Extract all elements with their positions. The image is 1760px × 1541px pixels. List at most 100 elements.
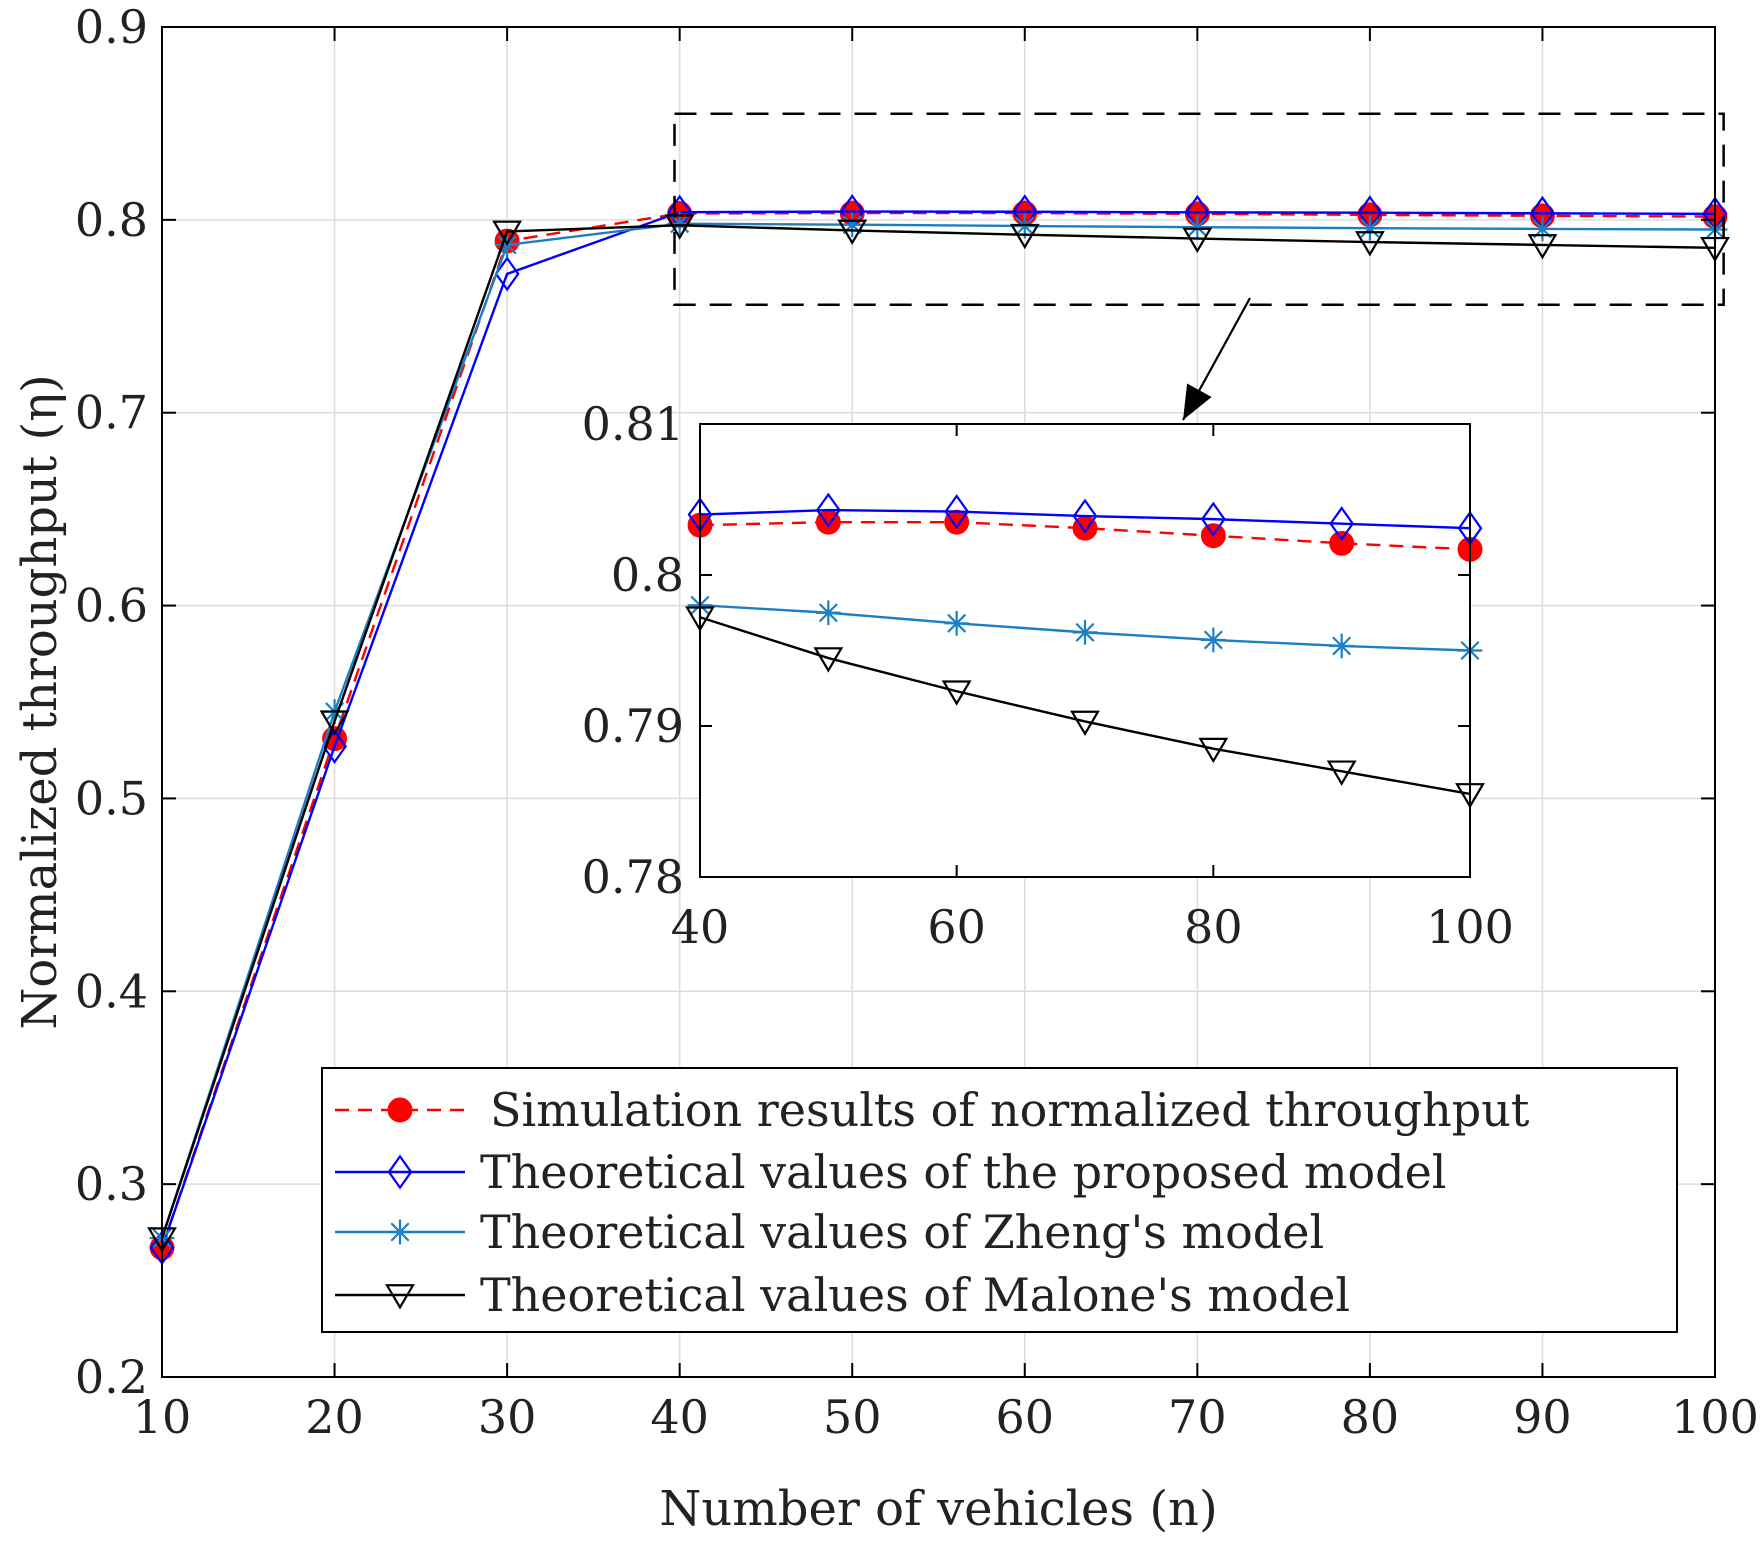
inset-x-tick-label: 40 bbox=[671, 900, 730, 954]
x-tick-labels: 10 20 30 40 50 60 70 80 90 100 bbox=[133, 1390, 1759, 1444]
series-layer bbox=[147, 194, 1730, 1266]
inset-chart: 40 60 80 100 0.78 0.79 0.8 0.81 bbox=[582, 397, 1514, 954]
x-axis-label: Number of vehicles (n) bbox=[659, 1481, 1217, 1537]
legend-label: Simulation results of normalized through… bbox=[490, 1083, 1530, 1137]
x-tick-label: 40 bbox=[650, 1390, 709, 1444]
y-tick-label: 0.7 bbox=[75, 386, 148, 440]
data-point bbox=[815, 600, 841, 626]
inset-y-tick-labels: 0.78 0.79 0.8 0.81 bbox=[582, 397, 684, 904]
series-1 bbox=[149, 194, 1728, 1266]
inset-y-tick-label: 0.78 bbox=[582, 850, 684, 904]
inset-x-tick-label: 100 bbox=[1426, 900, 1514, 954]
inset-x-tick-label: 60 bbox=[927, 900, 986, 954]
data-point bbox=[1329, 506, 1355, 542]
x-tick-label: 90 bbox=[1513, 1390, 1572, 1444]
data-point bbox=[664, 214, 695, 240]
inset-y-tick-label: 0.79 bbox=[582, 699, 684, 753]
data-point bbox=[1009, 223, 1040, 250]
inset-frame bbox=[699, 423, 1471, 878]
data-point bbox=[1184, 214, 1210, 240]
y-tick-label: 0.9 bbox=[75, 0, 148, 54]
series-line bbox=[699, 508, 1471, 530]
inset-y-tick-label: 0.81 bbox=[582, 397, 684, 451]
inset-y-tick-label: 0.8 bbox=[611, 548, 684, 602]
legend-label: Theoretical values of Zheng's model bbox=[480, 1205, 1324, 1259]
x-tick-label: 80 bbox=[1341, 1390, 1400, 1444]
asterisk-stroke bbox=[818, 603, 838, 623]
zoom-region-box bbox=[673, 112, 1725, 306]
asterisk-stroke bbox=[1203, 630, 1223, 650]
data-point bbox=[815, 492, 841, 528]
inset-series-layer bbox=[685, 492, 1485, 809]
x-tick-label: 50 bbox=[823, 1390, 882, 1444]
data-point bbox=[941, 680, 972, 706]
data-point bbox=[492, 220, 523, 246]
y-tick-label: 0.6 bbox=[75, 579, 148, 633]
inset-x-tick-labels: 40 60 80 100 bbox=[671, 900, 1514, 954]
data-point bbox=[319, 710, 350, 736]
series-line bbox=[160, 210, 1716, 1249]
legend-item: Simulation results of normalized through… bbox=[335, 1083, 1530, 1137]
series-3 bbox=[147, 214, 1730, 1253]
axis-ticks bbox=[161, 26, 1716, 1378]
data-point bbox=[1357, 215, 1383, 241]
x-tick-label: 60 bbox=[996, 1390, 1055, 1444]
data-point bbox=[837, 219, 868, 245]
x-tick-label: 30 bbox=[478, 1390, 537, 1444]
data-point bbox=[1200, 627, 1226, 653]
y-tick-label: 0.3 bbox=[75, 1157, 148, 1211]
data-point bbox=[1072, 498, 1098, 534]
y-tick-labels: 0.2 0.3 0.4 0.5 0.6 0.7 0.8 0.9 bbox=[75, 0, 148, 1404]
data-point bbox=[813, 647, 844, 673]
data-point bbox=[1198, 737, 1229, 764]
data-point bbox=[1070, 710, 1100, 736]
data-point bbox=[1200, 501, 1226, 537]
data-point bbox=[1072, 620, 1098, 645]
x-tick-label: 10 bbox=[133, 1390, 192, 1444]
legend-box bbox=[321, 1067, 1678, 1333]
data-point bbox=[944, 494, 970, 530]
y-tick-label: 0.2 bbox=[75, 1350, 148, 1404]
data-point bbox=[387, 1219, 413, 1245]
asterisk-stroke bbox=[1360, 218, 1380, 238]
y-axis-label: Normalized throughput (η) bbox=[12, 374, 68, 1029]
legend-items: Simulation results of normalized through… bbox=[335, 1083, 1530, 1322]
data-point bbox=[1527, 234, 1558, 260]
data-point bbox=[1182, 227, 1213, 254]
data-point bbox=[1329, 530, 1355, 556]
y-tick-label: 0.8 bbox=[75, 193, 148, 247]
y-tick-label: 0.4 bbox=[75, 964, 148, 1018]
inset-ticks bbox=[699, 423, 1471, 878]
legend-label: Theoretical values of the proposed model bbox=[480, 1145, 1447, 1199]
series-line bbox=[160, 211, 1716, 1249]
legend: Simulation results of normalized through… bbox=[321, 1067, 1678, 1333]
legend-item: Theoretical values of the proposed model bbox=[335, 1145, 1447, 1199]
asterisk-stroke bbox=[1332, 636, 1352, 656]
x-tick-label: 20 bbox=[305, 1390, 364, 1444]
data-point bbox=[1530, 216, 1555, 242]
inset-x-tick-label: 80 bbox=[1184, 900, 1243, 954]
data-point bbox=[1326, 760, 1357, 786]
data-point bbox=[944, 610, 970, 636]
asterisk-stroke bbox=[1075, 622, 1095, 642]
data-point bbox=[387, 1097, 413, 1123]
series-line bbox=[160, 224, 1716, 1239]
series-line bbox=[699, 616, 1471, 796]
data-point bbox=[387, 1154, 413, 1190]
zoom-arrow bbox=[1182, 297, 1251, 421]
y-tick-label: 0.5 bbox=[75, 771, 148, 825]
data-point bbox=[494, 256, 520, 292]
legend-item: Theoretical values of Zheng's model bbox=[335, 1205, 1324, 1259]
legend-label: Theoretical values of Malone's model bbox=[480, 1268, 1350, 1322]
data-point bbox=[1354, 231, 1385, 257]
data-point bbox=[839, 212, 865, 238]
legend-item: Theoretical values of Malone's model bbox=[335, 1268, 1350, 1322]
asterisk-stroke bbox=[947, 613, 967, 633]
asterisk-stroke bbox=[1187, 217, 1207, 237]
asterisk-stroke bbox=[390, 1222, 410, 1242]
x-tick-label: 100 bbox=[1671, 1390, 1759, 1444]
plot-frame bbox=[161, 26, 1716, 1378]
arrow-head bbox=[1183, 383, 1212, 420]
data-point bbox=[1329, 633, 1355, 659]
